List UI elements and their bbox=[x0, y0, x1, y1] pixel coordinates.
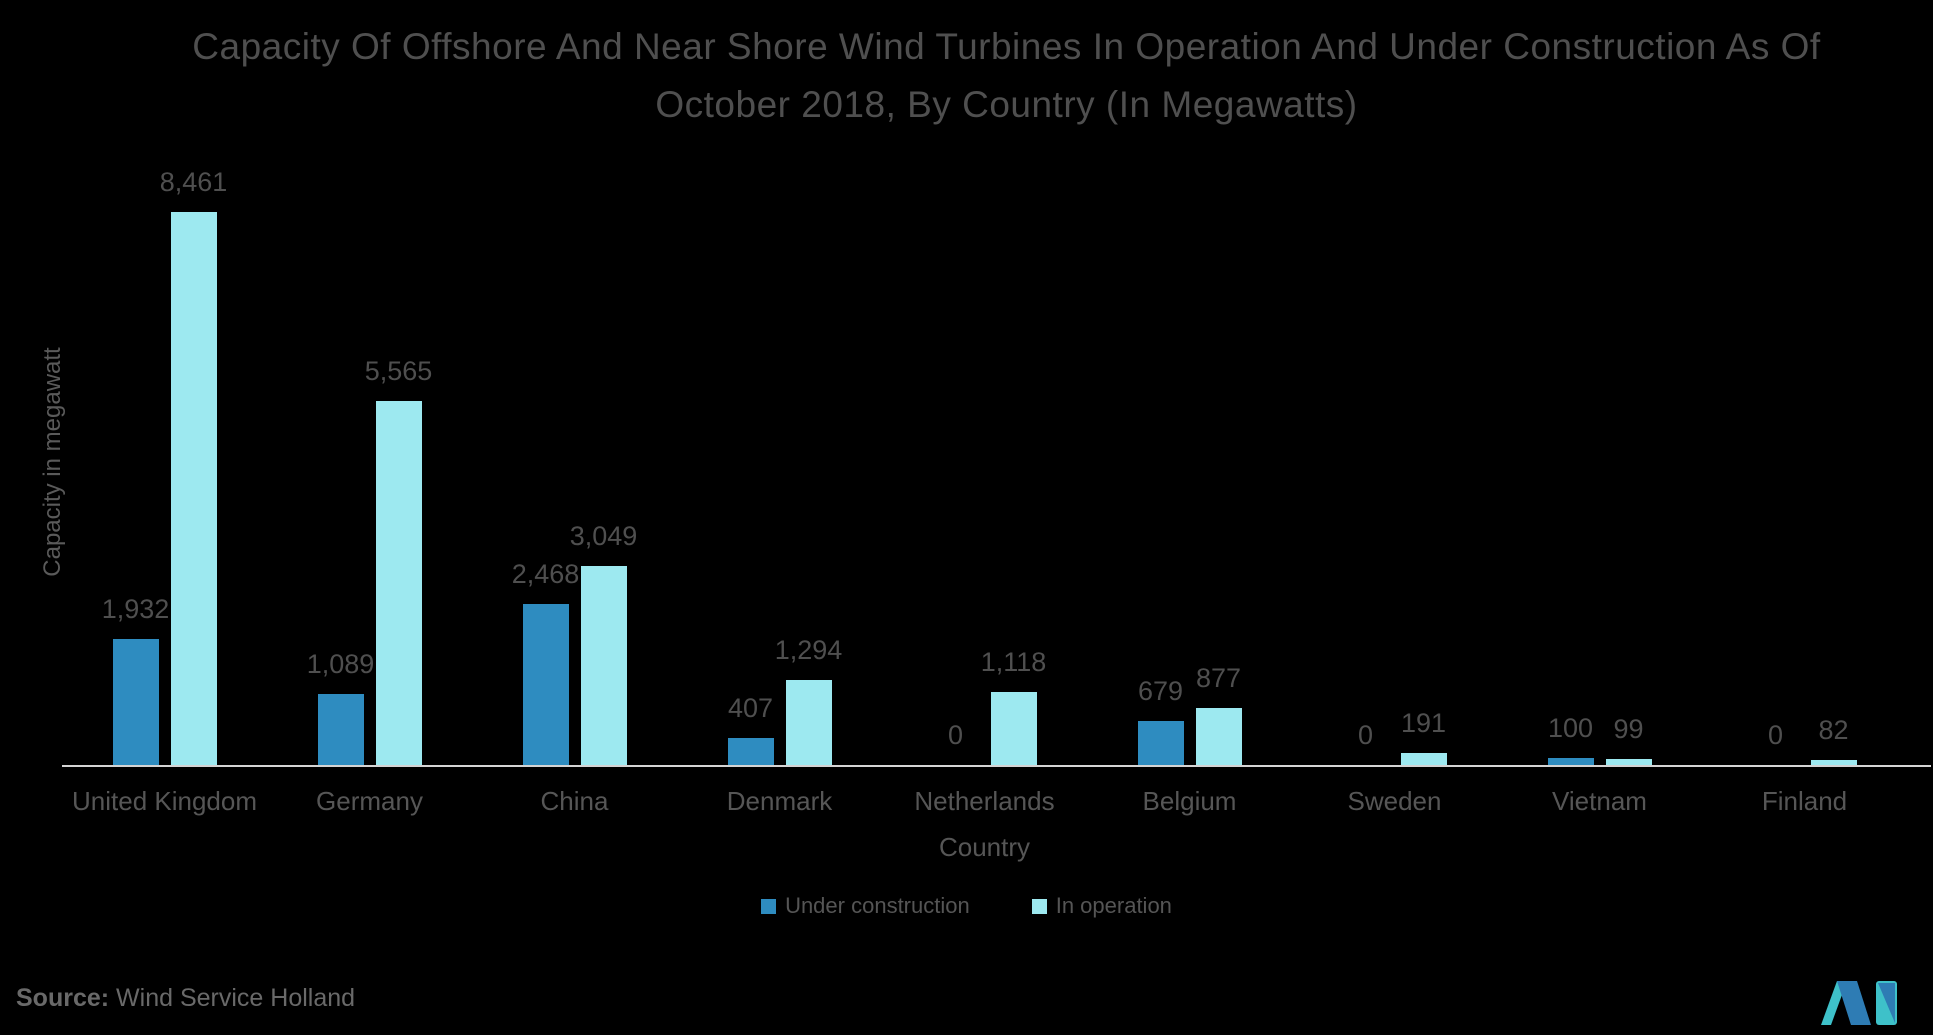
source-label: Source: bbox=[16, 984, 110, 1012]
x-axis-label: Country bbox=[938, 832, 1031, 862]
bar-slot-in-operation-netherlands: 1,118 bbox=[981, 150, 1046, 765]
bar-group-netherlands: 0 1,118 bbox=[882, 150, 1087, 765]
bar-slot-in-operation-belgium: 877 bbox=[1195, 150, 1242, 765]
bar-under-construction-united-kingdom bbox=[112, 639, 159, 765]
bar-slot-under-construction-sweden: 0 bbox=[1343, 150, 1389, 765]
value-label-under-construction-germany: 1,089 bbox=[306, 649, 375, 679]
bar-in-operation-denmark bbox=[785, 680, 832, 765]
value-label-under-construction-netherlands: 0 bbox=[947, 720, 964, 750]
value-label-in-operation-netherlands: 1,118 bbox=[980, 647, 1047, 677]
bar-in-operation-vietnam bbox=[1605, 759, 1652, 765]
category-label-germany: Germany bbox=[316, 786, 423, 816]
legend-label-in-operation: In operation bbox=[1055, 893, 1172, 918]
value-label-under-construction-finland: 0 bbox=[1767, 720, 1784, 750]
bar-slot-under-construction-united-kingdom: 1,932 bbox=[102, 150, 169, 765]
value-label-under-construction-united-kingdom: 1,932 bbox=[101, 594, 170, 624]
x-axis-line bbox=[62, 765, 1931, 767]
bar-under-construction-china bbox=[522, 604, 569, 765]
category-label-denmark: Denmark bbox=[726, 786, 833, 816]
value-label-in-operation-finland: 82 bbox=[1818, 715, 1849, 745]
bar-slot-in-operation-vietnam: 99 bbox=[1605, 150, 1652, 765]
bar-slot-under-construction-germany: 1,089 bbox=[307, 150, 374, 765]
plot-area: 1,932 8,461 1,089 5,565 2,468 3,049 407 1,294 0 1… bbox=[62, 150, 1907, 765]
legend-item-in-operation: In operation bbox=[1031, 893, 1172, 919]
value-label-under-construction-china: 2,468 bbox=[511, 559, 580, 589]
bar-in-operation-sweden bbox=[1400, 753, 1447, 765]
category-label-belgium: Belgium bbox=[1142, 786, 1237, 816]
value-label-in-operation-united-kingdom: 8,461 bbox=[159, 167, 228, 197]
legend: Under construction In operation bbox=[0, 893, 1933, 919]
legend-label-under-construction: Under construction bbox=[785, 893, 970, 918]
bar-in-operation-united-kingdom bbox=[170, 212, 217, 765]
bar-under-construction-denmark bbox=[727, 738, 774, 765]
category-label-netherlands: Netherlands bbox=[914, 786, 1055, 816]
source-note: Source: Wind Service Holland bbox=[16, 984, 355, 1013]
bar-slot-in-operation-united-kingdom: 8,461 bbox=[160, 150, 227, 765]
legend-swatch-under-construction bbox=[761, 898, 777, 914]
category-label-sweden: Sweden bbox=[1347, 786, 1442, 816]
bar-under-construction-germany bbox=[317, 694, 364, 765]
chart-title-line2: October 2018, By Country (In Megawatts) bbox=[655, 84, 1358, 125]
bar-in-operation-finland bbox=[1810, 760, 1857, 765]
value-label-under-construction-vietnam: 100 bbox=[1547, 713, 1594, 743]
value-label-in-operation-vietnam: 99 bbox=[1613, 714, 1644, 744]
bar-group-denmark: 407 1,294 bbox=[677, 150, 882, 765]
bar-slot-in-operation-finland: 82 bbox=[1810, 150, 1857, 765]
value-label-in-operation-denmark: 1,294 bbox=[774, 635, 843, 665]
bar-slot-in-operation-denmark: 1,294 bbox=[775, 150, 842, 765]
chart-title: Capacity Of Offshore And Near Shore Wind… bbox=[80, 18, 1933, 134]
bar-under-construction-belgium bbox=[1137, 721, 1184, 765]
bar-group-sweden: 0 191 bbox=[1292, 150, 1497, 765]
category-label-vietnam: Vietnam bbox=[1552, 786, 1647, 816]
legend-item-under-construction: Under construction bbox=[761, 893, 970, 919]
bar-group-belgium: 679 877 bbox=[1087, 150, 1292, 765]
category-label-finland: Finland bbox=[1761, 786, 1848, 816]
value-label-in-operation-sweden: 191 bbox=[1400, 708, 1447, 738]
category-labels-row: United Kingdom Germany China Denmark Netherl… bbox=[62, 786, 1907, 817]
legend-swatch-in-operation bbox=[1031, 898, 1047, 914]
bar-in-operation-germany bbox=[375, 401, 422, 765]
bar-under-construction-vietnam bbox=[1547, 758, 1594, 765]
bar-slot-under-construction-belgium: 679 bbox=[1137, 150, 1184, 765]
category-label-china: China bbox=[540, 786, 609, 816]
bar-in-operation-belgium bbox=[1195, 708, 1242, 765]
logo-right-blue-triangle bbox=[1878, 983, 1895, 1023]
value-label-under-construction-belgium: 679 bbox=[1137, 676, 1184, 706]
bar-slot-under-construction-china: 2,468 bbox=[512, 150, 579, 765]
bar-slot-in-operation-sweden: 191 bbox=[1400, 150, 1447, 765]
category-label-united-kingdom: United Kingdom bbox=[72, 786, 257, 816]
bar-slot-under-construction-vietnam: 100 bbox=[1547, 150, 1594, 765]
bar-slot-under-construction-netherlands: 0 bbox=[933, 150, 979, 765]
logo-left-blue-stroke bbox=[1837, 981, 1871, 1025]
bar-in-operation-netherlands bbox=[990, 692, 1037, 765]
bar-group-germany: 1,089 5,565 bbox=[267, 150, 472, 765]
value-label-in-operation-germany: 5,565 bbox=[364, 356, 433, 386]
value-label-in-operation-belgium: 877 bbox=[1195, 663, 1242, 693]
bar-slot-in-operation-china: 3,049 bbox=[570, 150, 637, 765]
source-text: Wind Service Holland bbox=[116, 984, 356, 1012]
bar-slot-in-operation-germany: 5,565 bbox=[365, 150, 432, 765]
bar-group-china: 2,468 3,049 bbox=[472, 150, 677, 765]
chart-title-line1: Capacity Of Offshore And Near Shore Wind… bbox=[192, 26, 1821, 67]
bar-group-united-kingdom: 1,932 8,461 bbox=[62, 150, 267, 765]
value-label-under-construction-sweden: 0 bbox=[1357, 720, 1374, 750]
bar-in-operation-china bbox=[580, 566, 627, 765]
bar-slot-under-construction-finland: 0 bbox=[1753, 150, 1799, 765]
value-label-in-operation-china: 3,049 bbox=[569, 521, 638, 551]
mordor-intelligence-logo bbox=[1821, 981, 1897, 1025]
value-label-under-construction-denmark: 407 bbox=[727, 693, 774, 723]
bar-group-finland: 0 82 bbox=[1702, 150, 1907, 765]
bar-slot-under-construction-denmark: 407 bbox=[727, 150, 774, 765]
bar-group-vietnam: 100 99 bbox=[1497, 150, 1702, 765]
